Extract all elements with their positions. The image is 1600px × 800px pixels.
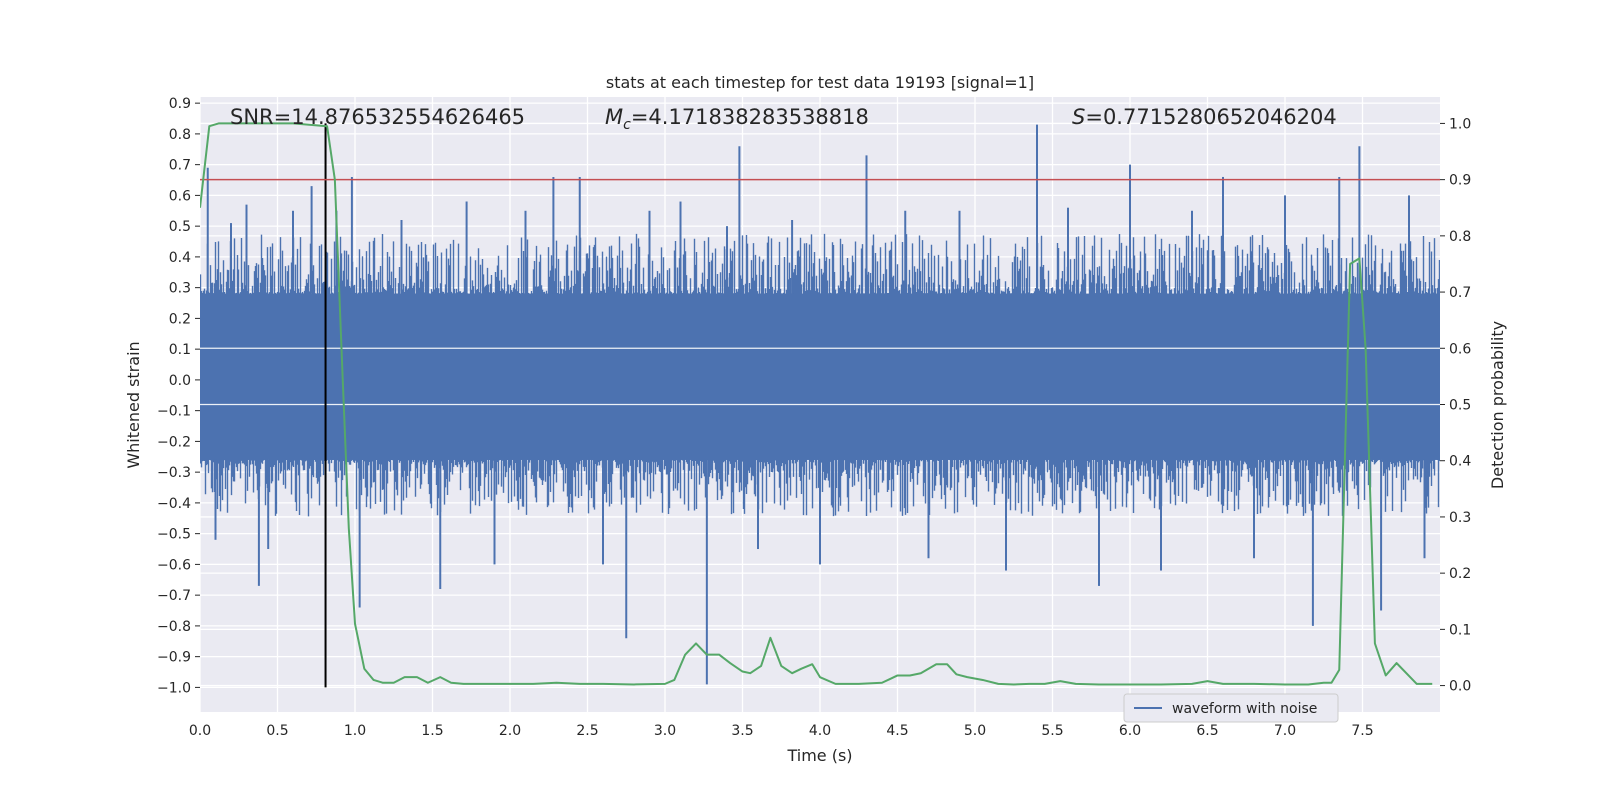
y-tick-label: 0.2 xyxy=(169,311,191,327)
y-tick-label: −1.0 xyxy=(157,680,191,696)
y-tick-label: −0.3 xyxy=(157,465,191,481)
y2-tick-label: 0.8 xyxy=(1449,229,1471,245)
x-axis: 0.0 0.5 1.0 1.5 2.0 2.5 3.0 3.5 4.0 4.5 5.0 5.5 6.0 6… xyxy=(189,723,1374,739)
x-tick-label: 2.0 xyxy=(499,723,521,739)
x-tick-label: 7.0 xyxy=(1274,723,1296,739)
x-axis-title: Time (s) xyxy=(786,746,852,765)
x-tick-label: 4.5 xyxy=(886,723,908,739)
waveform-core-band xyxy=(200,293,1440,460)
y-tick-label: −0.4 xyxy=(157,496,191,512)
y2-tick-label: 0.3 xyxy=(1449,510,1471,526)
y-axis: 0.9 0.8 0.7 0.6 0.5 0.4 0.3 0.2 0.1 0.0 −0.1 −0.2 −0… xyxy=(157,96,200,696)
x-tick-label: 5.5 xyxy=(1041,723,1063,739)
y-tick-label: −0.2 xyxy=(157,434,191,450)
y-tick-label: 0.3 xyxy=(169,281,191,297)
x-tick-label: 6.0 xyxy=(1119,723,1141,739)
x-tick-label: 3.5 xyxy=(731,723,753,739)
legend-box xyxy=(1123,693,1339,723)
y2-tick-label: 0.6 xyxy=(1449,341,1471,357)
y2-tick-label: 1.0 xyxy=(1449,116,1471,132)
s-symbol: S xyxy=(1072,105,1085,129)
x-tick-label: 1.5 xyxy=(421,723,443,739)
y-tick-label: 0.8 xyxy=(169,127,191,143)
waveform-series xyxy=(200,124,1440,685)
chart-title: stats at each timestep for test data 191… xyxy=(606,73,1034,92)
snr-annotation: SNR=14.876532554626465 xyxy=(230,105,525,129)
chirp-mass-symbol: M xyxy=(605,105,623,129)
s-value: =0.7715280652046204 xyxy=(1085,105,1336,129)
x-tick-label: 6.5 xyxy=(1196,723,1218,739)
y2-tick-label: 0.7 xyxy=(1449,285,1471,301)
y-tick-label: 0.9 xyxy=(169,96,191,112)
chirp-mass-subscript: c xyxy=(623,117,631,133)
y-tick-label: 0.6 xyxy=(169,188,191,204)
y2-axis-title: Detection probability xyxy=(1488,321,1507,489)
y-tick-label: −0.5 xyxy=(157,527,191,543)
y-tick-label: 0.4 xyxy=(169,250,191,266)
chirp-mass-annotation: Mc=4.171838283538818 xyxy=(605,105,869,133)
x-tick-label: 7.5 xyxy=(1351,723,1373,739)
x-tick-label: 0.0 xyxy=(189,723,211,739)
x-tick-label: 0.5 xyxy=(266,723,288,739)
y-tick-label: −0.9 xyxy=(157,650,191,666)
x-tick-label: 5.0 xyxy=(964,723,986,739)
y-tick-label: −0.7 xyxy=(157,588,191,604)
y2-tick-label: 0.1 xyxy=(1449,622,1471,638)
y2-tick-label: 0.5 xyxy=(1449,398,1471,414)
y2-tick-label: 0.2 xyxy=(1449,566,1471,582)
s-annotation: S=0.7715280652046204 xyxy=(1072,105,1337,129)
chirp-mass-value: =4.171838283538818 xyxy=(631,105,869,129)
y-tick-label: −0.1 xyxy=(157,404,191,420)
x-tick-label: 3.0 xyxy=(654,723,676,739)
y-tick-label: −0.6 xyxy=(157,557,191,573)
y2-tick-label: 0.9 xyxy=(1449,173,1471,189)
y-tick-label: 0.5 xyxy=(169,219,191,235)
y-tick-label: −0.8 xyxy=(157,619,191,635)
y-tick-label: 0.1 xyxy=(169,342,191,358)
x-tick-label: 4.0 xyxy=(809,723,831,739)
y2-tick-label: 0.4 xyxy=(1449,454,1471,470)
y2-axis: 1.0 0.9 0.8 0.7 0.6 0.5 0.4 0.3 0.2 0.1 0.0 xyxy=(1440,116,1471,695)
x-tick-label: 2.5 xyxy=(576,723,598,739)
legend-label: waveform with noise xyxy=(1172,701,1317,717)
y-axis-title: Whitened strain xyxy=(124,341,143,468)
y-tick-label: 0.0 xyxy=(169,373,191,389)
y2-tick-label: 0.0 xyxy=(1449,679,1471,695)
y-tick-label: 0.7 xyxy=(169,158,191,174)
probability-series xyxy=(200,122,1433,686)
legend: waveform with noise xyxy=(1123,693,1339,723)
x-tick-label: 1.0 xyxy=(344,723,366,739)
